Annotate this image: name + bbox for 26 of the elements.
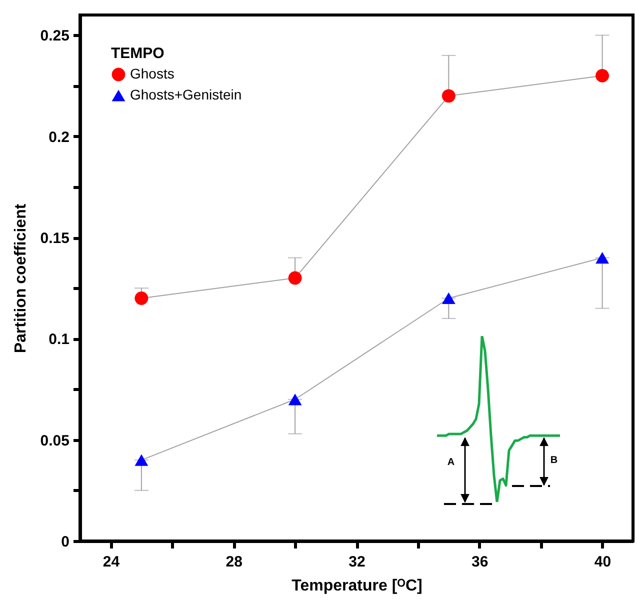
point [596,69,609,82]
x-tick-label: 28 [226,554,242,570]
legend-label: Ghosts [130,66,174,82]
point [288,271,302,285]
point [596,252,609,264]
x-tick-label: 36 [472,554,488,570]
y-tick-label: 0.25 [40,28,70,45]
y-tick-label: 0.2 [48,128,70,146]
annotation: B [550,455,558,466]
y-tick-label: 0.15 [40,230,70,248]
point [288,394,302,406]
point [442,292,456,304]
annotation: A [447,457,455,468]
x-axis-title: Temperature [ᴼC] [292,578,422,594]
x-tick-label: 40 [594,554,612,570]
y-tick-label: 0 [61,534,70,550]
x-tick-label: 24 [102,554,120,570]
legend-label: Ghosts+Genistein [130,86,242,102]
point [134,454,148,466]
point [442,89,456,103]
x-tick-label: 32 [348,554,366,570]
y-axis-title: Partition coefficient [12,203,30,354]
y-tick-label: 0.1 [48,331,70,348]
legend-title: TEMPO [111,45,165,62]
y-tick-label: 0.05 [40,432,70,450]
point [134,292,148,305]
